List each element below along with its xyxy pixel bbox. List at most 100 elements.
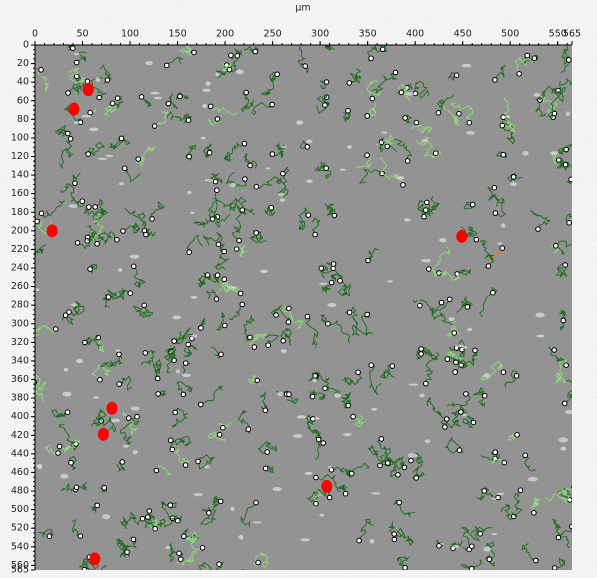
cell-marker (84, 78, 91, 85)
bright-spot (483, 373, 490, 378)
bright-spot (97, 157, 108, 160)
bright-spot (190, 295, 198, 299)
trajectory (76, 51, 87, 63)
trajectory (90, 76, 107, 98)
trajectory (60, 183, 86, 208)
cell-marker (345, 402, 352, 409)
bright-spot (558, 437, 569, 443)
cell-marker (262, 407, 269, 414)
cell-marker (167, 437, 174, 444)
trajectory (341, 391, 352, 409)
trajectory (122, 411, 139, 435)
trajectory (463, 201, 474, 210)
trajectory (133, 266, 146, 289)
trajectory (179, 45, 195, 56)
trajectory (530, 209, 551, 230)
cell-marker (345, 107, 351, 114)
bright-spot (454, 344, 464, 348)
y-tick-label: 380 (11, 393, 29, 404)
trajectory (356, 154, 373, 168)
trajectory (122, 222, 141, 234)
trajectory (75, 482, 88, 491)
cell-marker (417, 302, 423, 309)
trajectory (154, 111, 169, 130)
cell-marker (199, 545, 206, 551)
cell-marker (265, 342, 272, 349)
highlighted-cell (97, 427, 109, 441)
cell-marker (326, 494, 333, 501)
cell-marker (346, 80, 353, 86)
cell-marker (130, 536, 137, 543)
cell-marker (27, 256, 32, 261)
cell-marker (216, 561, 222, 568)
bright-spot (75, 358, 84, 364)
cell-marker (408, 457, 414, 464)
cell-marker (568, 176, 572, 183)
trajectory (563, 45, 569, 52)
cell-marker (262, 465, 269, 472)
cell-marker (68, 459, 74, 466)
trajectory (59, 138, 74, 169)
cell-marker (369, 95, 376, 102)
cell-marker (379, 46, 386, 53)
cell-marker (466, 119, 473, 126)
bright-spot (115, 349, 121, 352)
cell-marker (67, 136, 74, 142)
bright-spot (467, 327, 472, 332)
trajectory (437, 94, 454, 114)
bright-spot (501, 223, 506, 228)
cell-marker (323, 165, 330, 171)
cell-marker (438, 299, 445, 306)
cell-marker (73, 59, 80, 66)
trajectory (367, 247, 380, 261)
trajectory (185, 531, 203, 551)
cell-marker (379, 170, 385, 177)
cell-marker (186, 249, 192, 255)
trajectory (260, 71, 278, 96)
cell-marker (87, 266, 93, 272)
cell-marker (304, 144, 311, 150)
cell-marker (421, 213, 427, 220)
bright-spot (396, 175, 405, 180)
bright-spot (193, 492, 203, 497)
cell-marker (171, 338, 177, 344)
trajectory (338, 484, 348, 494)
cell-marker (364, 311, 371, 318)
cell-marker (531, 510, 537, 516)
cell-marker (456, 110, 462, 117)
trajectory (379, 455, 389, 467)
cell-marker (66, 309, 72, 315)
trajectory (132, 305, 154, 318)
trajectory (472, 386, 486, 408)
cell-marker (254, 377, 261, 384)
trajectory (217, 421, 232, 431)
cell-marker (413, 475, 420, 481)
cell-marker (253, 499, 259, 506)
trajectory (200, 386, 223, 405)
cell-marker (146, 508, 153, 514)
cell-marker (392, 69, 399, 76)
cell-marker (236, 237, 242, 244)
cell-marker (531, 55, 538, 62)
trajectory (71, 518, 81, 537)
trajectory (494, 64, 506, 81)
bright-spot (533, 93, 541, 97)
cell-marker (313, 474, 319, 481)
cell-marker (280, 338, 287, 344)
x-tick-label: 150 (168, 29, 186, 40)
cell-marker (315, 436, 322, 443)
trajectory (108, 135, 131, 151)
cell-marker (214, 116, 221, 122)
bright-spot (280, 145, 288, 149)
bright-spot (369, 538, 375, 544)
cell-marker (65, 90, 71, 96)
trajectory (208, 198, 244, 220)
trajectory (259, 390, 270, 412)
bright-spot (327, 303, 337, 308)
cell-marker (551, 565, 558, 570)
x-tick-label: 500 (501, 29, 519, 40)
trajectory (103, 103, 117, 117)
trajectory (319, 267, 334, 279)
trajectory (207, 118, 222, 126)
x-tick-label: 565 (563, 29, 581, 40)
